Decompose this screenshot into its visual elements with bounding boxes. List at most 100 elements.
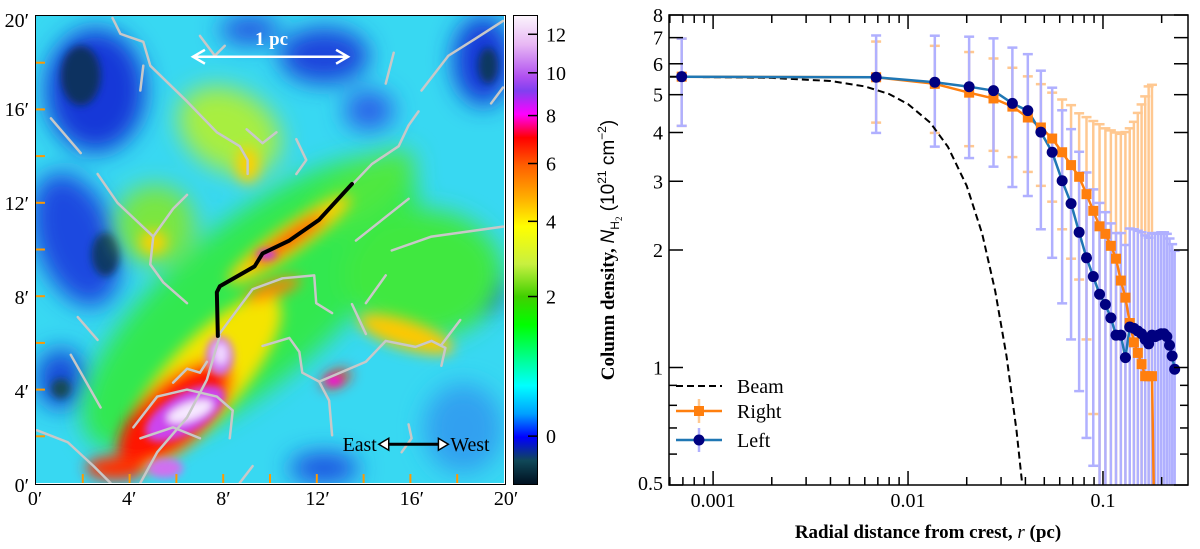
right-marker: [1120, 292, 1131, 303]
y-title-cm: cm: [598, 140, 619, 171]
y-tick-label: 7: [653, 28, 663, 50]
right-marker: [1132, 347, 1143, 358]
legend-right-marker: [694, 406, 704, 416]
colorbar-tick-label: 4: [546, 211, 556, 233]
left-marker: [1166, 350, 1178, 362]
x-tick-label: 0.1: [1090, 490, 1115, 512]
y-axis-title: Column density, NH2 (1021 cm−2): [595, 120, 624, 380]
colorbar: [513, 15, 538, 485]
map-y-tick-label: 4′: [15, 381, 29, 403]
y-tick-label: 1: [653, 358, 663, 380]
left-marker: [1046, 146, 1058, 158]
right-marker: [1110, 253, 1121, 264]
y-tick-label: 2: [653, 240, 663, 262]
left-marker: [1105, 312, 1117, 324]
left-marker: [676, 71, 688, 83]
legend: Beam Right Left: [676, 376, 784, 452]
left-marker: [1099, 299, 1111, 311]
right-marker: [964, 87, 975, 98]
left-marker: [1115, 329, 1127, 341]
column-density-map: 1 pc East West: [35, 15, 506, 485]
right-marker: [988, 93, 999, 104]
right-marker: [1081, 189, 1092, 200]
y-tick-label: 5: [653, 85, 663, 107]
west-label: West: [450, 434, 490, 456]
map-orange-ticks: [36, 61, 459, 483]
right-marker: [1066, 160, 1077, 171]
right-marker: [1146, 371, 1157, 382]
y-title-text: Column density,: [598, 243, 619, 380]
y-tick-label: 8: [653, 5, 663, 27]
y-tick-label: 6: [653, 54, 663, 76]
scale-bar-label: 1 pc: [255, 29, 288, 50]
y-tick-label: 0.5: [638, 473, 663, 495]
left-marker: [1065, 198, 1077, 210]
y-title-var: N: [598, 229, 619, 243]
x-title-unit: (pc): [1025, 522, 1061, 543]
map-y-tick-label: 12′: [5, 193, 29, 215]
colorbar-tick-label: 12: [546, 24, 566, 46]
axis-ticks: 0.001 0.01 0.1 0.5 1 2 3 4 5 6 78: [638, 5, 1188, 512]
right-marker: [1022, 112, 1033, 123]
left-marker: [1119, 352, 1131, 364]
map-y-tick-label: 0′: [15, 475, 29, 497]
x-axis-title: Radial distance from crest, r (pc): [795, 522, 1061, 543]
colorbar-tick-label: 10: [546, 63, 566, 85]
left-marker: [929, 76, 941, 88]
right-marker: [1057, 147, 1068, 158]
colorbar-axis: 0 2 4 6 8 10 12: [528, 24, 566, 448]
crest-line: [214, 181, 354, 338]
map-x-tick-label: 0′: [28, 488, 42, 510]
left-marker: [1161, 331, 1173, 343]
right-marker: [1136, 359, 1147, 370]
right-marker: [1128, 337, 1139, 348]
y-title-unit: (10: [598, 184, 619, 217]
map-x-tick-label: 12′: [305, 488, 329, 510]
map-y-tick-label: 8′: [15, 287, 29, 309]
map-x-tick-label: 20′: [494, 488, 518, 510]
map-axes: 0′ 4′ 8′ 12′ 16′ 20′ 0′ 4′ 8′ 12′ 16′ 20′: [5, 10, 519, 510]
beam-line: [669, 75, 1024, 485]
right-marker: [1088, 205, 1099, 216]
left-marker: [870, 71, 882, 83]
x-tick-label: 0.01: [891, 490, 926, 512]
radial-profile-chart: 0.001 0.01 0.1 0.5 1 2 3 4 5 6 78 Beam Right Left Ra…: [595, 5, 1189, 543]
x-title-var: r: [1017, 522, 1025, 543]
left-marker: [963, 81, 975, 93]
map-x-tick-label: 16′: [400, 488, 424, 510]
legend-label: Beam: [737, 376, 784, 398]
right-line: [681, 75, 1155, 485]
legend-left-marker: [693, 434, 705, 446]
left-marker: [1081, 252, 1093, 264]
y-title-sub: H: [608, 221, 622, 230]
map-x-tick-label: 8′: [216, 488, 230, 510]
colorbar-tick-label: 0: [546, 426, 556, 448]
east-label: East: [343, 434, 378, 456]
left-marker: [1035, 126, 1047, 138]
right-marker: [1047, 133, 1058, 144]
right-marker: [1115, 275, 1126, 286]
y-tick-label: 3: [653, 171, 663, 193]
left-marker: [1087, 271, 1099, 283]
legend-label: Right: [737, 401, 782, 423]
y-title-close: ): [598, 120, 619, 126]
map-y-tick-label: 20′: [5, 10, 29, 32]
x-title-text: Radial distance from crest,: [795, 522, 1018, 543]
darkest-regions: [50, 45, 499, 399]
y-title-exp: 21: [595, 170, 609, 184]
right-marker: [1094, 221, 1105, 232]
colorbar-tick-label: 6: [546, 154, 556, 176]
map-x-tick-label: 4′: [122, 488, 136, 510]
colorbar-tick-label: 8: [546, 106, 556, 128]
y-title-subsub: 2: [614, 217, 624, 222]
left-marker: [1006, 97, 1018, 109]
x-tick-label: 0.001: [691, 490, 736, 512]
map-content: 1 pc East West: [36, 16, 504, 483]
map-image: 1 pc East West: [36, 16, 504, 483]
right-marker: [1074, 171, 1085, 182]
left-marker: [1094, 288, 1106, 300]
orientation-arrow: East West: [343, 434, 490, 456]
colorbar-tick-label: 2: [546, 287, 556, 309]
right-marker: [1105, 240, 1116, 251]
